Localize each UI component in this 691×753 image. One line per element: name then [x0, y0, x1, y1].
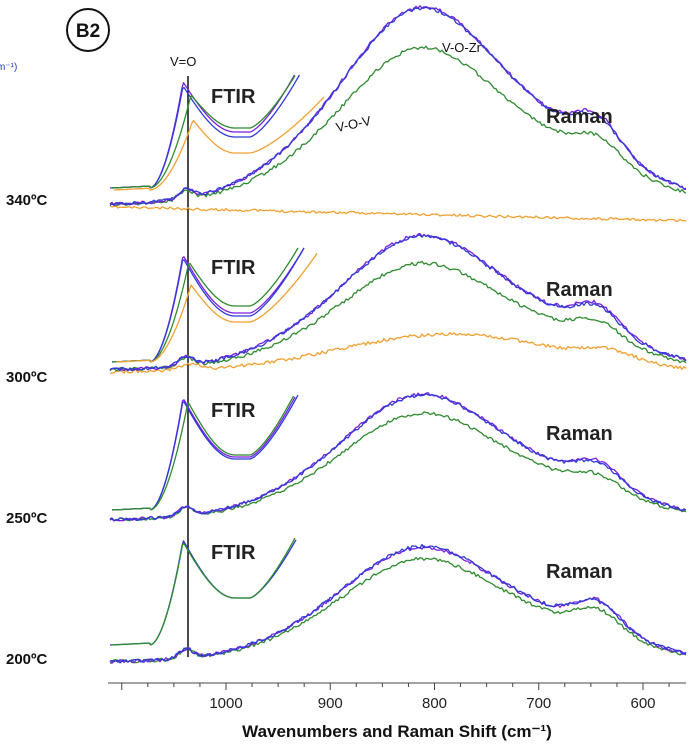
temp-label-340: 340ºC	[6, 192, 48, 209]
raman-label-340: Raman	[546, 106, 613, 128]
ftir-label-340: FTIR	[211, 86, 256, 108]
ftir-trace-green-300	[111, 247, 299, 363]
ftir-trace-green-250	[111, 395, 295, 511]
x-tick-label: 900	[318, 695, 343, 712]
raman-trace-green-340	[109, 45, 687, 207]
panel-label-circle	[66, 8, 110, 52]
raman-trace-magenta-300	[109, 232, 687, 371]
raman-label-300: Raman	[546, 279, 613, 301]
raman-trace-blue-300	[109, 233, 687, 372]
x-axis-ticks: 1000 900 800 700 600	[121, 683, 670, 712]
x-tick-label: 700	[526, 695, 551, 712]
ftir-trace-green-200	[111, 537, 296, 646]
ftir-trace-blue-200	[109, 539, 297, 646]
x-tick-label: 800	[422, 695, 447, 712]
band-label-vozr: V-O-Zr	[442, 40, 482, 55]
panel-label: B2	[76, 21, 100, 42]
raman-trace-blue-340	[109, 6, 687, 206]
unit-fragment: cm⁻¹)	[0, 62, 17, 73]
raman-label-250: Raman	[546, 423, 613, 445]
band-label-vo: V=O	[170, 54, 196, 69]
raman-trace-blue-250	[109, 393, 687, 522]
ftir-trace-orange-340	[113, 96, 325, 191]
ftir-trace-green-340	[111, 75, 296, 189]
ftir-trace-blue-340	[111, 74, 301, 189]
band-label-vov: V-O-V	[335, 113, 373, 135]
temp-label-200: 200ºC	[6, 651, 48, 668]
spectra-traces	[109, 5, 687, 664]
raman-trace-blue-200	[109, 543, 687, 664]
ftir-trace-blue-250	[111, 394, 299, 511]
temp-label-300: 300ºC	[6, 369, 48, 386]
ftir-label-300: FTIR	[211, 257, 256, 279]
ftir-trace-orange-300	[115, 253, 318, 363]
raman-trace-magenta-250	[109, 392, 687, 522]
raman-trace-orange-340	[109, 205, 687, 223]
raman-trace-orange-300	[109, 331, 687, 375]
raman-label-200: Raman	[546, 561, 613, 583]
temp-label-250: 250ºC	[6, 510, 48, 527]
x-tick-label: 600	[630, 695, 655, 712]
ftir-label-200: FTIR	[211, 542, 256, 564]
raman-trace-green-300	[109, 260, 687, 372]
ftir-label-250: FTIR	[211, 400, 256, 422]
x-axis-title: Wavenumbers and Raman Shift (cm⁻¹)	[242, 722, 552, 741]
x-tick-label: 1000	[209, 695, 242, 712]
